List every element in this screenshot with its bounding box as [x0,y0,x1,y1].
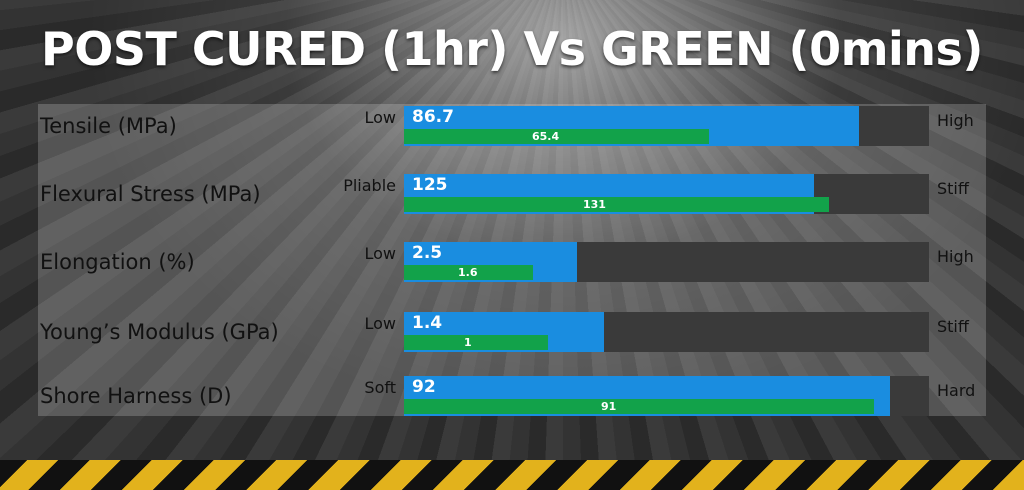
bar-track: 131 125 [404,174,929,214]
post-cured-value-label: 125 [412,175,448,195]
hazard-stripe [0,460,1024,490]
green-value-label: 65.4 [532,130,560,143]
bar-track: 91 92 [404,376,929,416]
bar-track: 1.6 2.5 [404,242,929,282]
green-value-label: 131 [583,198,606,211]
scale-high-label: Stiff [937,179,969,198]
scale-low-label: Low [364,108,396,127]
green-value-label: 1 [464,336,472,349]
scale-low-label: Pliable [343,176,396,195]
row-label: Young’s Modulus (GPa) [40,320,279,344]
green-bar: 131 [404,197,829,212]
post-cured-value-label: 2.5 [412,243,443,263]
scale-high-label: High [937,111,974,130]
row-label: Shore Harness (D) [40,384,232,408]
scale-high-label: Hard [937,381,976,400]
green-bar: 65.4 [404,129,709,144]
post-cured-value-label: 1.4 [412,313,443,333]
row-label: Tensile (MPa) [40,114,177,138]
green-bar: 1.6 [404,265,533,280]
bar-track: 1 1.4 [404,312,929,352]
scale-low-label: Low [364,244,396,263]
row-label: Flexural Stress (MPa) [40,182,261,206]
bar-track: 65.4 86.7 [404,106,929,146]
scale-high-label: Stiff [937,317,969,336]
scale-high-label: High [937,247,974,266]
scale-low-label: Soft [364,378,396,397]
post-cured-value-label: 86.7 [412,107,454,127]
green-value-label: 1.6 [458,266,478,279]
green-bar: 91 [404,399,874,414]
chart-title: POST CURED (1hr) Vs GREEN (0mins) [41,22,983,76]
green-bar: 1 [404,335,548,350]
post-cured-value-label: 92 [412,377,436,397]
green-value-label: 91 [601,400,617,413]
scale-low-label: Low [364,314,396,333]
row-label: Elongation (%) [40,250,195,274]
